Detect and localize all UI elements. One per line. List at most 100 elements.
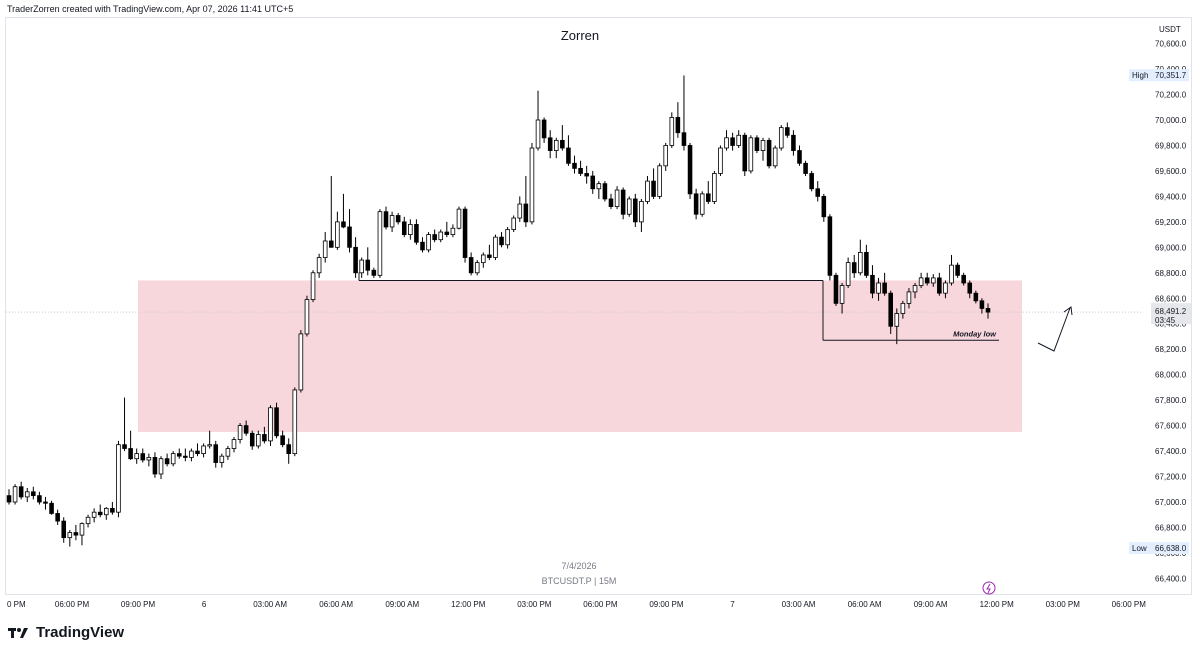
y-tick-label: 69,800.0: [1155, 141, 1187, 150]
candle: [49, 500, 54, 515]
candle-body: [766, 139, 772, 167]
candle: [602, 181, 608, 202]
candle-body: [116, 444, 121, 513]
candle: [669, 112, 675, 149]
candle: [645, 176, 650, 205]
candle: [937, 272, 942, 296]
candle-body: [596, 183, 602, 190]
chart-frame: [5, 17, 1192, 595]
candle: [693, 188, 699, 220]
tradingview-logo[interactable]: TradingView: [8, 624, 124, 641]
low-label: Low: [1132, 544, 1147, 553]
candle: [803, 160, 808, 177]
candle: [675, 102, 681, 138]
candle-body: [152, 457, 158, 475]
candle-body: [316, 257, 322, 274]
candle: [560, 125, 565, 151]
candle: [219, 453, 225, 468]
candle: [450, 224, 456, 238]
candle-body: [408, 224, 413, 235]
candle-body: [49, 502, 54, 514]
candle: [851, 254, 857, 278]
candle: [718, 145, 723, 177]
candle-body: [645, 180, 650, 202]
y-tick-label: 69,400.0: [1155, 192, 1187, 201]
candle-body: [104, 507, 109, 516]
candle-body: [499, 236, 504, 246]
candle: [505, 226, 510, 249]
candle: [316, 253, 322, 278]
current-price-tag: [1151, 303, 1191, 325]
candle: [335, 211, 340, 250]
alert-icon[interactable]: [982, 581, 996, 595]
candle: [249, 430, 255, 450]
candle-body: [906, 291, 912, 304]
candle-body: [657, 165, 662, 197]
candle: [110, 502, 115, 515]
x-tick-label: 06:00 PM: [1112, 600, 1147, 609]
candle-body: [547, 137, 553, 151]
candle: [6, 489, 12, 505]
candle-body: [310, 272, 316, 300]
candle-body: [462, 208, 468, 258]
candle: [785, 122, 790, 138]
y-tick-label: 70,200.0: [1155, 91, 1187, 100]
candle: [377, 209, 383, 278]
projection-arrow: [1037, 306, 1073, 352]
candle: [426, 232, 431, 253]
candle: [97, 504, 103, 518]
x-tick-label: 03:00 AM: [782, 600, 816, 609]
y-tick-label: 67,800.0: [1155, 396, 1187, 405]
candle: [401, 216, 407, 238]
candle: [420, 237, 425, 253]
candle: [395, 212, 401, 225]
candle-body: [140, 453, 146, 461]
candle: [590, 170, 596, 194]
candle-body: [18, 486, 24, 498]
candle-body: [973, 292, 979, 302]
candle-body: [578, 167, 583, 174]
candle: [481, 252, 486, 268]
y-tick-label: 69,200.0: [1155, 218, 1187, 227]
x-tick-label: 06:00 AM: [319, 600, 353, 609]
candle: [462, 206, 468, 263]
x-tick-label: 06:00 PM: [583, 600, 618, 609]
candle-body: [754, 137, 760, 151]
y-tick-label: 67,200.0: [1155, 473, 1187, 482]
candle: [699, 191, 705, 217]
candle: [37, 491, 42, 505]
candle-body: [949, 264, 954, 284]
candle: [663, 142, 669, 171]
candle-body: [176, 453, 182, 457]
candle: [292, 387, 298, 457]
y-tick-label: 68,600.0: [1155, 294, 1187, 303]
chart-title: Zorren: [561, 28, 599, 43]
candle: [286, 438, 291, 464]
candle-body: [493, 236, 498, 258]
candle-body: [511, 217, 516, 230]
x-tick-label: 09:00 AM: [914, 600, 948, 609]
candle: [243, 420, 249, 436]
y-tick-label: 68,200.0: [1155, 345, 1187, 354]
candle: [864, 244, 869, 278]
candle-body: [937, 277, 942, 294]
candle: [760, 137, 766, 161]
candle-body: [687, 145, 693, 195]
candle-body: [924, 277, 930, 284]
candle-body: [572, 162, 577, 169]
x-tick-label: 06:00 AM: [848, 600, 882, 609]
candle-body: [170, 453, 176, 465]
candle: [195, 443, 200, 457]
candle: [201, 443, 206, 458]
candle: [104, 507, 109, 520]
candle-body: [122, 444, 127, 449]
candle-body: [614, 189, 620, 207]
candle: [529, 142, 535, 225]
candle-body: [67, 532, 73, 539]
candle: [791, 130, 796, 156]
candle-body: [97, 511, 103, 516]
candle: [955, 262, 960, 278]
candle: [900, 300, 906, 319]
candle: [620, 187, 626, 220]
